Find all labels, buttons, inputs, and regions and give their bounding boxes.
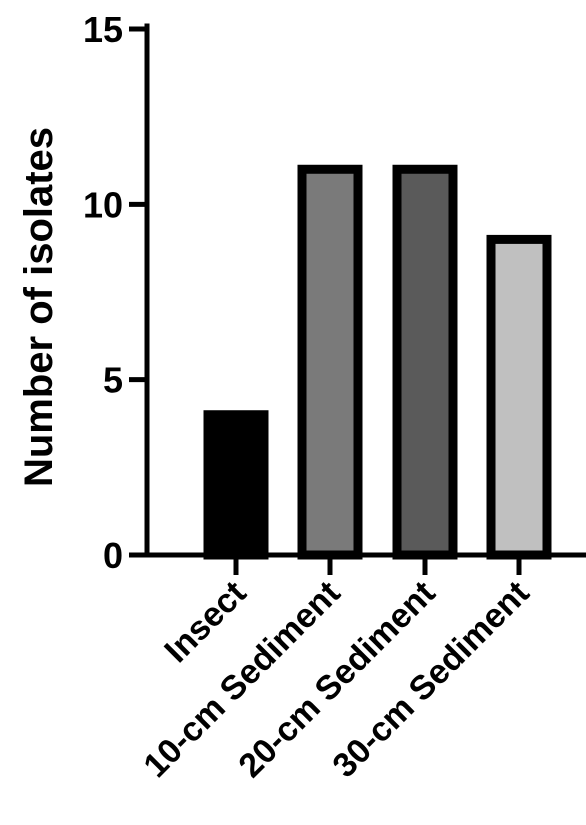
y-tick-label: 5 <box>103 360 123 401</box>
y-axis-title: Number of isolates <box>17 127 61 487</box>
bar-20-cm-sediment <box>392 164 458 560</box>
bars-group <box>203 164 552 560</box>
y-tick-label: 0 <box>103 535 123 576</box>
bar-30-cm-sediment <box>486 234 552 560</box>
y-tick-label: 15 <box>83 9 123 50</box>
bar-10-cm-sediment <box>297 164 363 560</box>
y-tick-label: 10 <box>83 184 123 225</box>
axes-group <box>144 23 586 558</box>
bar-insect <box>203 410 269 560</box>
y-ticks-group: 0 5 10 15 <box>83 9 147 576</box>
